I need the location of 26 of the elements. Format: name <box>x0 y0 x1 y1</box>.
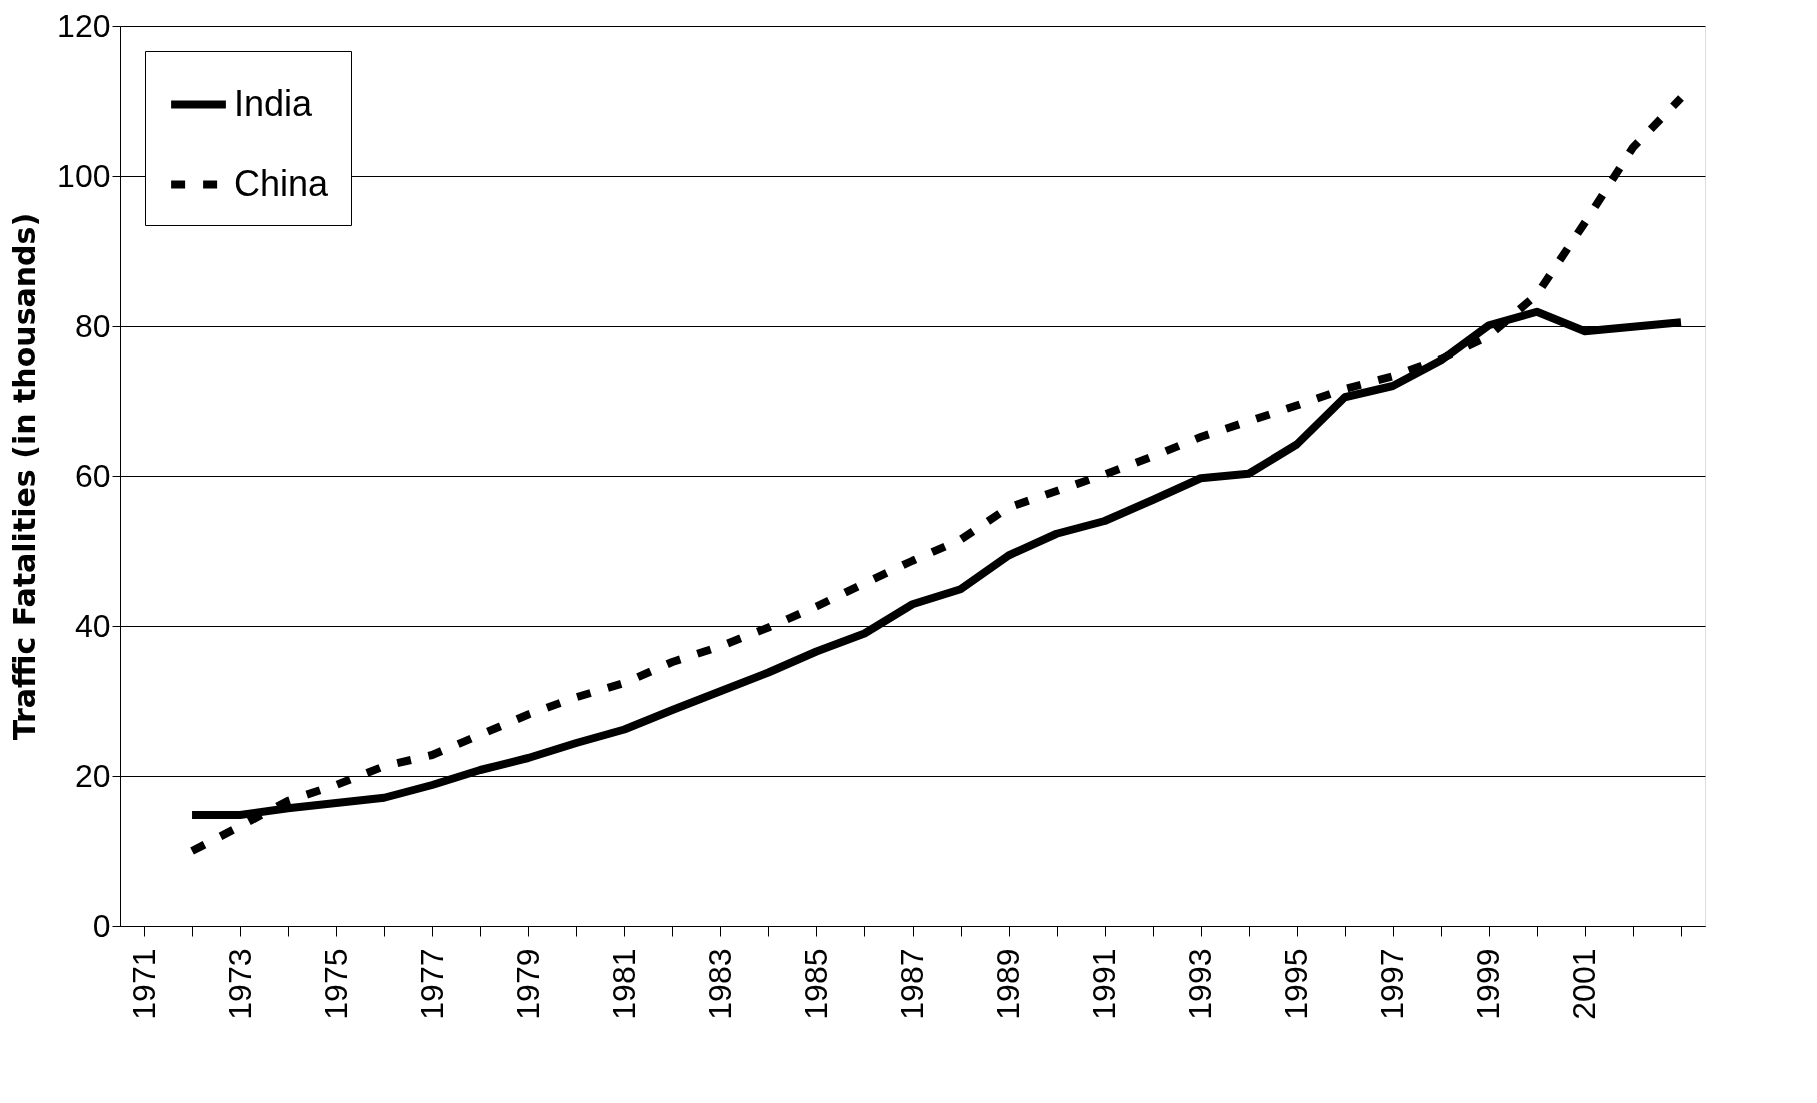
x-tick-label: 2001 <box>1566 948 1603 1020</box>
x-tick-label: 1993 <box>1182 948 1219 1020</box>
x-tick-label: 1977 <box>413 948 450 1020</box>
x-tick-label: 1999 <box>1470 948 1507 1020</box>
y-axis-title: Traffic Fatalities (in thousands) <box>7 212 43 741</box>
y-tick-label: 0 <box>92 907 111 944</box>
y-tick-label: 100 <box>57 157 111 194</box>
x-tick-label: 1975 <box>317 948 354 1020</box>
x-tick-label: 1997 <box>1374 948 1411 1020</box>
y-tick-label: 120 <box>57 7 111 44</box>
x-tick-label: 1995 <box>1278 948 1315 1020</box>
x-tick-label: 1987 <box>894 948 930 1020</box>
x-tick-label: 1981 <box>605 948 642 1020</box>
y-tick-label: 40 <box>74 607 111 644</box>
y-tick-label: 60 <box>74 457 111 494</box>
x-tick-label: 1983 <box>701 948 738 1020</box>
x-tick-label: 1989 <box>990 948 1027 1020</box>
x-tick-label: 1979 <box>509 948 546 1020</box>
x-tick-label: 1991 <box>1086 948 1123 1020</box>
legend-label: India <box>234 82 314 124</box>
x-tick-label: 1985 <box>797 948 834 1020</box>
x-tick-label: 1973 <box>221 948 258 1020</box>
legend-label: China <box>234 162 330 204</box>
x-tick-label: 1971 <box>125 948 162 1020</box>
y-tick-label: 20 <box>74 757 111 794</box>
y-tick-label: 80 <box>74 307 111 344</box>
